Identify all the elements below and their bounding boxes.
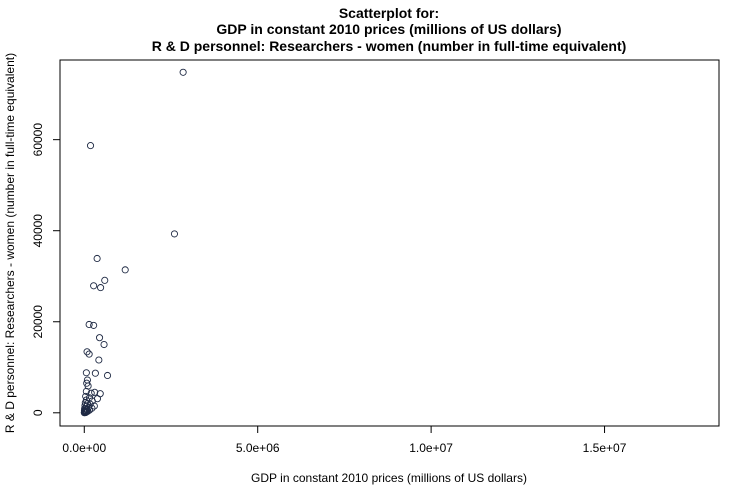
- data-point: [83, 348, 91, 356]
- x-tick-label: 5.0e+06: [236, 441, 280, 455]
- data-point: [170, 230, 179, 238]
- data-points: [80, 68, 187, 417]
- chart-title-line-3: R & D personnel: Researchers - women (nu…: [152, 38, 627, 54]
- data-point: [95, 334, 104, 342]
- data-point: [87, 389, 95, 397]
- data-point: [121, 266, 129, 274]
- data-point: [91, 369, 99, 377]
- data-point: [85, 350, 93, 358]
- data-point: [90, 282, 98, 290]
- y-tick-label: 40000: [31, 214, 45, 248]
- data-point: [95, 356, 103, 364]
- x-axis: 0.0e+00 5.0e+06 1.0e+07 1.5e+07: [62, 425, 627, 455]
- chart-title-line-2: GDP in constant 2010 prices (millions of…: [216, 21, 561, 37]
- x-axis-label: GDP in constant 2010 prices (millions of…: [251, 471, 527, 485]
- y-axis: 0 20000 40000 60000: [31, 123, 61, 416]
- data-point: [82, 369, 90, 377]
- data-point: [86, 142, 95, 150]
- x-tick-label: 0.0e+00: [62, 441, 106, 455]
- data-point: [97, 284, 105, 292]
- data-point: [90, 321, 98, 329]
- y-tick-label: 20000: [31, 305, 45, 339]
- y-axis-label: R & D personnel: Researchers - women (nu…: [3, 53, 17, 433]
- data-point: [101, 276, 109, 284]
- data-point: [179, 68, 187, 76]
- data-point: [82, 387, 90, 395]
- data-point: [93, 254, 101, 263]
- x-tick-label: 1.5e+07: [583, 441, 627, 455]
- chart-title-line-1: Scatterplot for:: [339, 5, 439, 21]
- data-point: [100, 340, 108, 349]
- data-point: [103, 371, 112, 380]
- plot-area-frame: [59, 59, 720, 427]
- y-tick-label: 0: [31, 409, 45, 416]
- x-tick-label: 1.0e+07: [409, 441, 453, 455]
- data-point: [85, 320, 93, 329]
- data-point: [80, 409, 88, 417]
- y-tick-label: 60000: [31, 123, 45, 157]
